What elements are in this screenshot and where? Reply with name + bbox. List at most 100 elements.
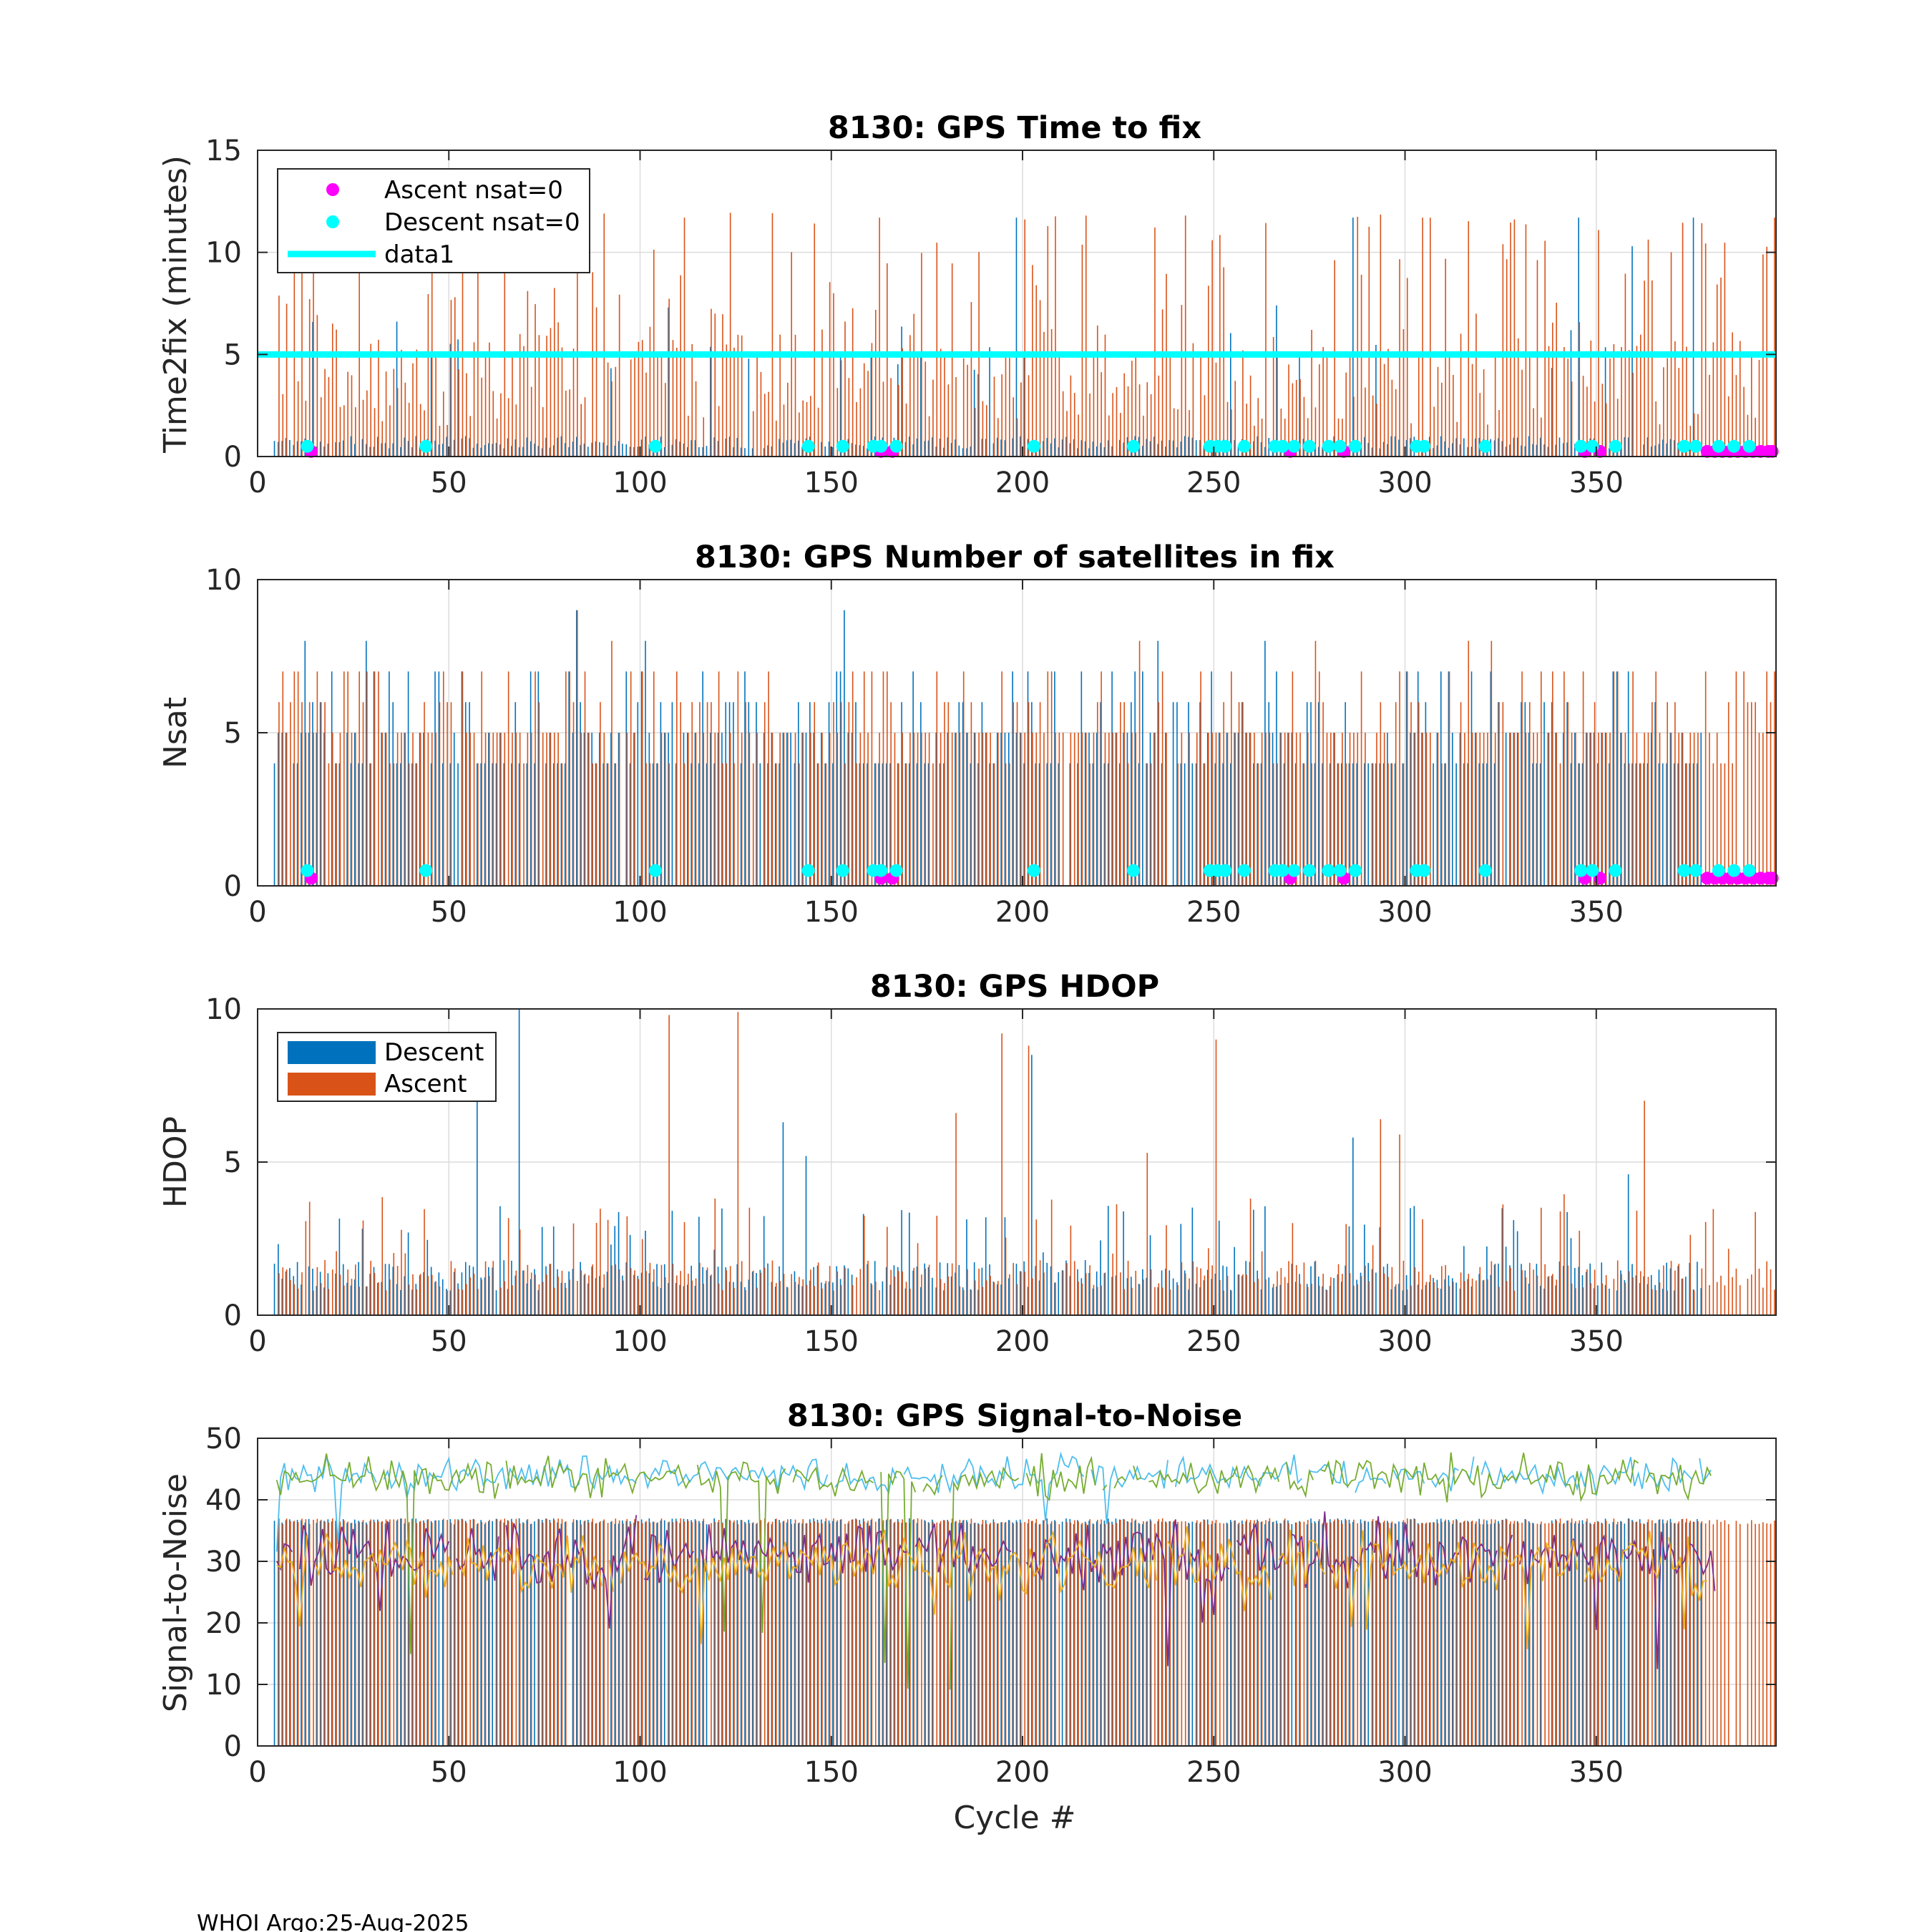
nsat0-marker [1727, 439, 1741, 453]
series-layer [273, 610, 1775, 886]
nsat0-marker [1276, 864, 1289, 877]
y-tick-label: 30 [205, 1546, 242, 1579]
y-tick-label: 10 [205, 993, 242, 1026]
chart-title: 8130: GPS Time to fix [828, 110, 1202, 146]
x-tick-label: 100 [613, 1325, 667, 1358]
y-tick-label: 0 [224, 1730, 242, 1763]
nsat0-marker [1322, 439, 1335, 453]
tick-labels: 0 50 100 150 200 250 300 350 0 10 20 30 40 50 [205, 1423, 1776, 1789]
x-tick-label: 250 [1186, 1756, 1241, 1789]
series-layer [273, 1451, 1775, 1746]
y-tick-label: 5 [224, 338, 242, 371]
nsat0-marker [801, 864, 815, 877]
x-tick-label: 350 [1569, 896, 1624, 929]
x-tick-label: 150 [804, 1325, 859, 1358]
nsat0-marker [1574, 439, 1588, 453]
x-tick-label: 300 [1377, 467, 1432, 499]
y-tick-label: 0 [224, 870, 242, 903]
y-tick-label: 50 [205, 1423, 242, 1455]
x-tick-label: 300 [1377, 1325, 1432, 1358]
legend: Descent Ascent [277, 1032, 497, 1102]
nsat0-marker [419, 864, 433, 877]
x-tick-label: 250 [1186, 467, 1241, 499]
snr-panel: 8130: GPS Signal-to-Noise Signal-to-Nois… [157, 1398, 1777, 1836]
x-tick-label: 350 [1569, 467, 1624, 499]
x-tick-label: 200 [995, 467, 1050, 499]
nsat0-marker [1302, 864, 1316, 877]
plot-area: 0 50 100 150 200 250 300 350 0 5 10 [205, 564, 1779, 929]
nsat0-marker [1276, 439, 1289, 453]
legend-label: Descent [384, 1038, 484, 1067]
nsat0-marker [801, 439, 815, 453]
nsat0-marker [1677, 864, 1691, 877]
x-tick-label: 100 [613, 896, 667, 929]
nsat0-marker [1287, 864, 1301, 877]
x-tick-label: 50 [431, 467, 467, 499]
x-tick-label: 350 [1569, 1325, 1624, 1358]
nsat0-marker [1349, 439, 1362, 453]
legend-patch-ascent [288, 1073, 376, 1096]
nsat0-marker [1742, 439, 1756, 453]
nsat0-marker [1689, 864, 1702, 877]
nsat0-marker [1333, 439, 1347, 453]
y-tick-label: 5 [224, 717, 242, 750]
descent-bars [273, 610, 1702, 886]
y-tick-label: 20 [205, 1607, 242, 1640]
nsat0-marker [874, 864, 888, 877]
y-tick-label: 40 [205, 1484, 242, 1517]
ascent-bars [278, 1012, 1775, 1315]
legend-label: Descent nsat=0 [384, 208, 580, 237]
x-tick-label: 150 [804, 896, 859, 929]
plot-area: 0 50 100 150 200 250 300 350 0 5 10 15 [205, 135, 1779, 499]
x-tick-label: 0 [248, 896, 266, 929]
legend: Ascent nsat=0 Descent nsat=0 data1 [277, 168, 590, 273]
ascent-bars [278, 610, 1775, 886]
series-layer [258, 213, 1776, 457]
nsat0-marker [301, 439, 314, 453]
x-tick-label: 200 [995, 1756, 1050, 1789]
nsat0-marker [836, 864, 849, 877]
y-tick-label: 0 [224, 441, 242, 474]
x-axis-label: Cycle # [953, 1800, 1075, 1836]
nsat0-marker [1238, 439, 1252, 453]
snr-series-line [275, 1452, 1712, 1690]
y-tick-label: 0 [224, 1299, 242, 1332]
chart-title: 8130: GPS Number of satellites in fix [695, 540, 1335, 575]
nsat0-marker [889, 439, 903, 453]
x-tick-label: 50 [431, 1325, 467, 1358]
legend-label: Ascent [384, 1070, 467, 1098]
chart-title: 8130: GPS HDOP [870, 969, 1159, 1005]
nsat0-marker [1609, 439, 1622, 453]
nsat0-marker [1322, 864, 1335, 877]
y-tick-label: 10 [205, 237, 242, 270]
axes-box [257, 150, 1777, 457]
nsat0-marker [1712, 864, 1725, 877]
y-axis-label: Nsat [157, 697, 194, 769]
y-axis-label: Time2fix (minutes) [157, 155, 194, 454]
nsat0-marker [1418, 439, 1431, 453]
y-tick-label: 15 [205, 135, 242, 167]
nsat0-marker [874, 439, 888, 453]
legend-label: data1 [384, 240, 454, 269]
y-tick-label: 5 [224, 1146, 242, 1179]
x-tick-label: 350 [1569, 1756, 1624, 1789]
nsat0-marker [1574, 864, 1588, 877]
nsat0-marker [1127, 864, 1141, 877]
nsat0-marker [1586, 864, 1599, 877]
nsat0-marker [1677, 439, 1691, 453]
legend-patch-descent [288, 1041, 376, 1064]
nsat-panel: 8130: GPS Number of satellites in fix Ns… [157, 540, 1779, 929]
nsat0-marker [889, 864, 903, 877]
nsat0-marker [1028, 439, 1041, 453]
time2fix-panel: 8130: GPS Time to fix Time2fix (minutes)… [157, 110, 1779, 499]
descent-nsat0-markers [301, 864, 1756, 877]
y-axis-label: Signal-to-Noise [157, 1473, 194, 1712]
legend-marker-descent-nsat0 [326, 215, 339, 228]
nsat0-marker [1689, 439, 1702, 453]
nsat0-marker [1742, 864, 1756, 877]
nsat0-marker [836, 439, 849, 453]
nsat0-marker [1333, 864, 1347, 877]
legend-label: Ascent nsat=0 [384, 176, 563, 205]
nsat0-marker [1287, 439, 1301, 453]
